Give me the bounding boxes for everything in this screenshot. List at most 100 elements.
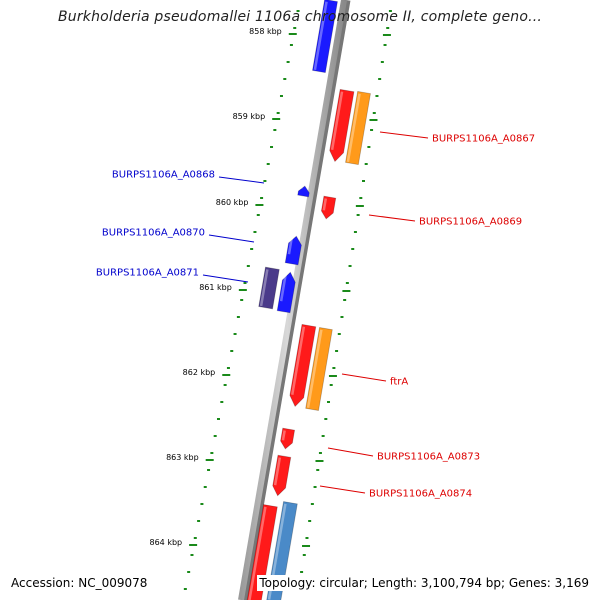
gene-label: BURPS1106A_A0874 <box>369 489 472 500</box>
feature-red-a0867-shape <box>329 88 355 163</box>
tick-minor <box>302 554 306 556</box>
feature-red-a0873 <box>280 427 296 450</box>
tick-minor <box>332 367 336 369</box>
tick-minor <box>200 503 204 505</box>
label-leader-line <box>379 131 429 139</box>
gene-label: BURPS1106A_A0869 <box>419 217 522 228</box>
topology-text: Topology: circular; Length: 3,100,794 bp… <box>257 575 591 591</box>
tick-minor <box>370 129 374 131</box>
tick-major <box>302 545 311 547</box>
gene-features <box>246 0 371 600</box>
kbp-label: 864 kbp <box>150 538 183 547</box>
feature-orange-ftra-shape <box>305 327 333 411</box>
tick-minor <box>388 10 392 12</box>
gene-label: BURPS1106A_A0873 <box>377 452 480 463</box>
tick-minor <box>223 384 227 386</box>
map-title: Burkholderia pseudomallei 1106a chromoso… <box>57 9 543 25</box>
tick-major <box>355 205 364 207</box>
tick-minor <box>316 469 320 471</box>
tick-minor <box>220 401 224 403</box>
feature-purple-a0871-shape <box>258 266 280 310</box>
tick-minor <box>348 265 352 267</box>
feature-red-bottom <box>246 504 278 600</box>
tick-minor <box>286 61 290 63</box>
tick-minor <box>329 384 333 386</box>
tick-minor <box>283 78 287 80</box>
tick-minor <box>226 367 230 369</box>
feature-orange-a0867 <box>345 90 371 166</box>
tick-minor <box>313 486 317 488</box>
feature-red-a0874 <box>272 454 292 497</box>
tick-minor <box>300 571 304 573</box>
tick-minor <box>266 163 270 165</box>
kbp-label: 860 kbp <box>216 198 249 207</box>
tick-minor <box>197 520 201 522</box>
tick-minor <box>216 418 220 420</box>
tick-minor <box>213 435 217 437</box>
feature-red-a0867 <box>329 88 355 163</box>
feature-blue-a0870 <box>284 235 302 266</box>
tick-minor <box>375 95 379 97</box>
feature-blue-a0868-shine <box>299 187 303 189</box>
feature-blue-a0870-shape <box>284 235 302 266</box>
tick-minor <box>343 299 347 301</box>
feature-red-a0873-shine <box>281 430 286 441</box>
tick-major <box>342 290 351 292</box>
feature-red-a0869-shine <box>322 198 328 211</box>
tick-minor <box>318 452 322 454</box>
tick-minor <box>383 44 387 46</box>
feature-red-a0874-shine <box>273 457 282 486</box>
tick-minor <box>236 316 240 318</box>
feature-red-ftra-shine <box>291 326 306 395</box>
tick-minor <box>207 469 211 471</box>
feature-red-ftra-shape <box>289 323 317 408</box>
feature-blue-a0871 <box>276 271 296 314</box>
feature-purple-a0871 <box>258 266 280 310</box>
tick-major <box>382 34 391 36</box>
gene-labels: BURPS1106A_A0867 BURPS1106A_A0868 BURPS110… <box>96 131 535 500</box>
tick-major <box>222 374 231 376</box>
tick-minor <box>308 520 312 522</box>
tick-minor <box>380 61 384 63</box>
feature-blue-a0870-shine <box>287 237 294 255</box>
tick-major <box>328 375 337 377</box>
tick-minor <box>250 248 254 250</box>
tick-minor <box>296 10 300 12</box>
feature-red-a0867-shine <box>330 91 344 151</box>
tick-minor <box>335 350 339 352</box>
label-leader-line <box>341 373 387 382</box>
kbp-labels: 858 kbp 859 kbp 860 kbp 861 kbp 862 kbp 863 k… <box>150 27 282 547</box>
tick-minor <box>321 435 325 437</box>
feature-red-a0874-shape <box>272 454 292 497</box>
tick-minor <box>324 418 328 420</box>
feature-orange-ftra-shine <box>306 329 323 408</box>
tick-minor <box>279 95 283 97</box>
feature-blue-a0871-shape <box>276 271 296 314</box>
accession-text: Accession: NC_009078 <box>9 575 150 591</box>
gene-label: ftrA <box>390 377 408 388</box>
tick-minor <box>367 146 371 148</box>
feature-blue-top-shine <box>313 1 328 70</box>
tick-minor <box>362 180 365 182</box>
tick-major <box>369 119 378 121</box>
feature-orange-ftra <box>305 327 333 411</box>
tick-minor <box>253 231 257 233</box>
tick-minor <box>263 180 267 182</box>
feature-red-a0869-shape <box>320 195 337 220</box>
label-leader-line <box>368 214 416 222</box>
tick-major <box>272 118 281 120</box>
tick-minor <box>378 78 382 80</box>
tick-minor <box>256 214 260 216</box>
label-leader-line <box>218 176 265 184</box>
kbp-label: 859 kbp <box>233 112 266 121</box>
tick-minor <box>351 248 355 250</box>
tick-minor <box>359 197 363 199</box>
label-leader-line <box>208 234 255 243</box>
tick-minor <box>340 316 344 318</box>
tick-minor <box>260 197 264 199</box>
label-leader-line <box>202 274 249 283</box>
gene-label: BURPS1106A_A0870 <box>102 228 205 239</box>
tick-minor <box>372 112 376 114</box>
tick-major <box>255 204 264 206</box>
